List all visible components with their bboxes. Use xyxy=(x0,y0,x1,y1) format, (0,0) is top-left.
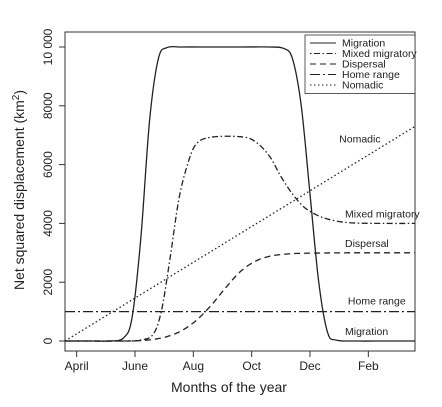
y-tick-label: 0 xyxy=(41,337,55,344)
y-axis-title-main: Net squared displacement (km xyxy=(11,100,27,290)
plot-border xyxy=(64,31,416,352)
y-axis-title-sup: 2 xyxy=(11,94,22,100)
x-tick-label: Aug xyxy=(183,359,204,373)
legend-label: Dispersal xyxy=(342,59,386,71)
y-tick-label: 2000 xyxy=(41,269,55,296)
x-tick-label: Feb xyxy=(358,359,379,373)
legend-label: Mixed migratory xyxy=(342,48,417,60)
y-tick-label: 8000 xyxy=(41,92,55,119)
x-tick-label: June xyxy=(122,359,148,373)
annotation-layer: Nomadic Mixed migratory Dispersal Home rang… xyxy=(339,134,420,339)
x-tick-label: Dec xyxy=(299,359,320,373)
series-layer xyxy=(64,45,416,342)
y-tick-label: 6000 xyxy=(41,151,55,178)
series-annotation: Migration xyxy=(345,326,388,338)
legend-label: Nomadic xyxy=(342,80,383,92)
series-annotation: Mixed migratory xyxy=(345,209,420,221)
x-tick-label: Oct xyxy=(242,359,261,373)
series-annotation: Nomadic xyxy=(339,134,380,146)
series-annotation: Home range xyxy=(348,295,406,307)
x-tick-label: April xyxy=(65,359,89,373)
y-axis-title-close: ) xyxy=(11,90,27,95)
series-line-nomadic xyxy=(64,125,416,342)
series-line-dispersal xyxy=(64,252,415,342)
series-line-migration xyxy=(64,45,415,342)
y-axis-title: Net squared displacement (km2) xyxy=(11,90,27,290)
y-tick-label: 10 000 xyxy=(41,28,55,65)
legend-label: Migration xyxy=(342,38,385,50)
x-axis: April June Aug Oct Dec Feb xyxy=(65,351,379,373)
x-axis-title: Months of the year xyxy=(171,379,287,395)
y-tick-label: 4000 xyxy=(41,210,55,237)
series-annotation: Dispersal xyxy=(345,238,389,250)
plot-frame xyxy=(64,31,416,352)
legend-label: Home range xyxy=(342,69,400,81)
y-axis: 0 2000 4000 6000 8000 10 000 xyxy=(41,28,65,344)
